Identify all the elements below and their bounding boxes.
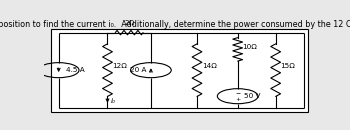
Text: Use superposition to find the current i₀.  Additionally, determine the power con: Use superposition to find the current i₀…: [0, 20, 350, 29]
Text: 4.5 A: 4.5 A: [66, 67, 84, 73]
Text: 10Ω: 10Ω: [243, 44, 258, 50]
Text: 20 A: 20 A: [130, 67, 147, 73]
Text: 14Ω: 14Ω: [202, 63, 217, 69]
Text: i₀: i₀: [111, 98, 116, 104]
Text: 2Ω: 2Ω: [124, 20, 134, 26]
Text: 12Ω: 12Ω: [112, 63, 127, 69]
Text: 15Ω: 15Ω: [281, 63, 295, 69]
Text: +: +: [235, 97, 240, 102]
FancyBboxPatch shape: [50, 29, 308, 112]
Text: −: −: [235, 90, 240, 96]
Text: 50 V: 50 V: [244, 93, 260, 99]
